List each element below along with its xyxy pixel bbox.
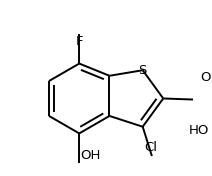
Text: HO: HO: [189, 124, 209, 137]
Text: OH: OH: [81, 149, 101, 162]
Text: S: S: [138, 64, 147, 77]
Text: F: F: [75, 35, 83, 48]
Text: Cl: Cl: [145, 141, 158, 154]
Text: O: O: [200, 71, 211, 84]
